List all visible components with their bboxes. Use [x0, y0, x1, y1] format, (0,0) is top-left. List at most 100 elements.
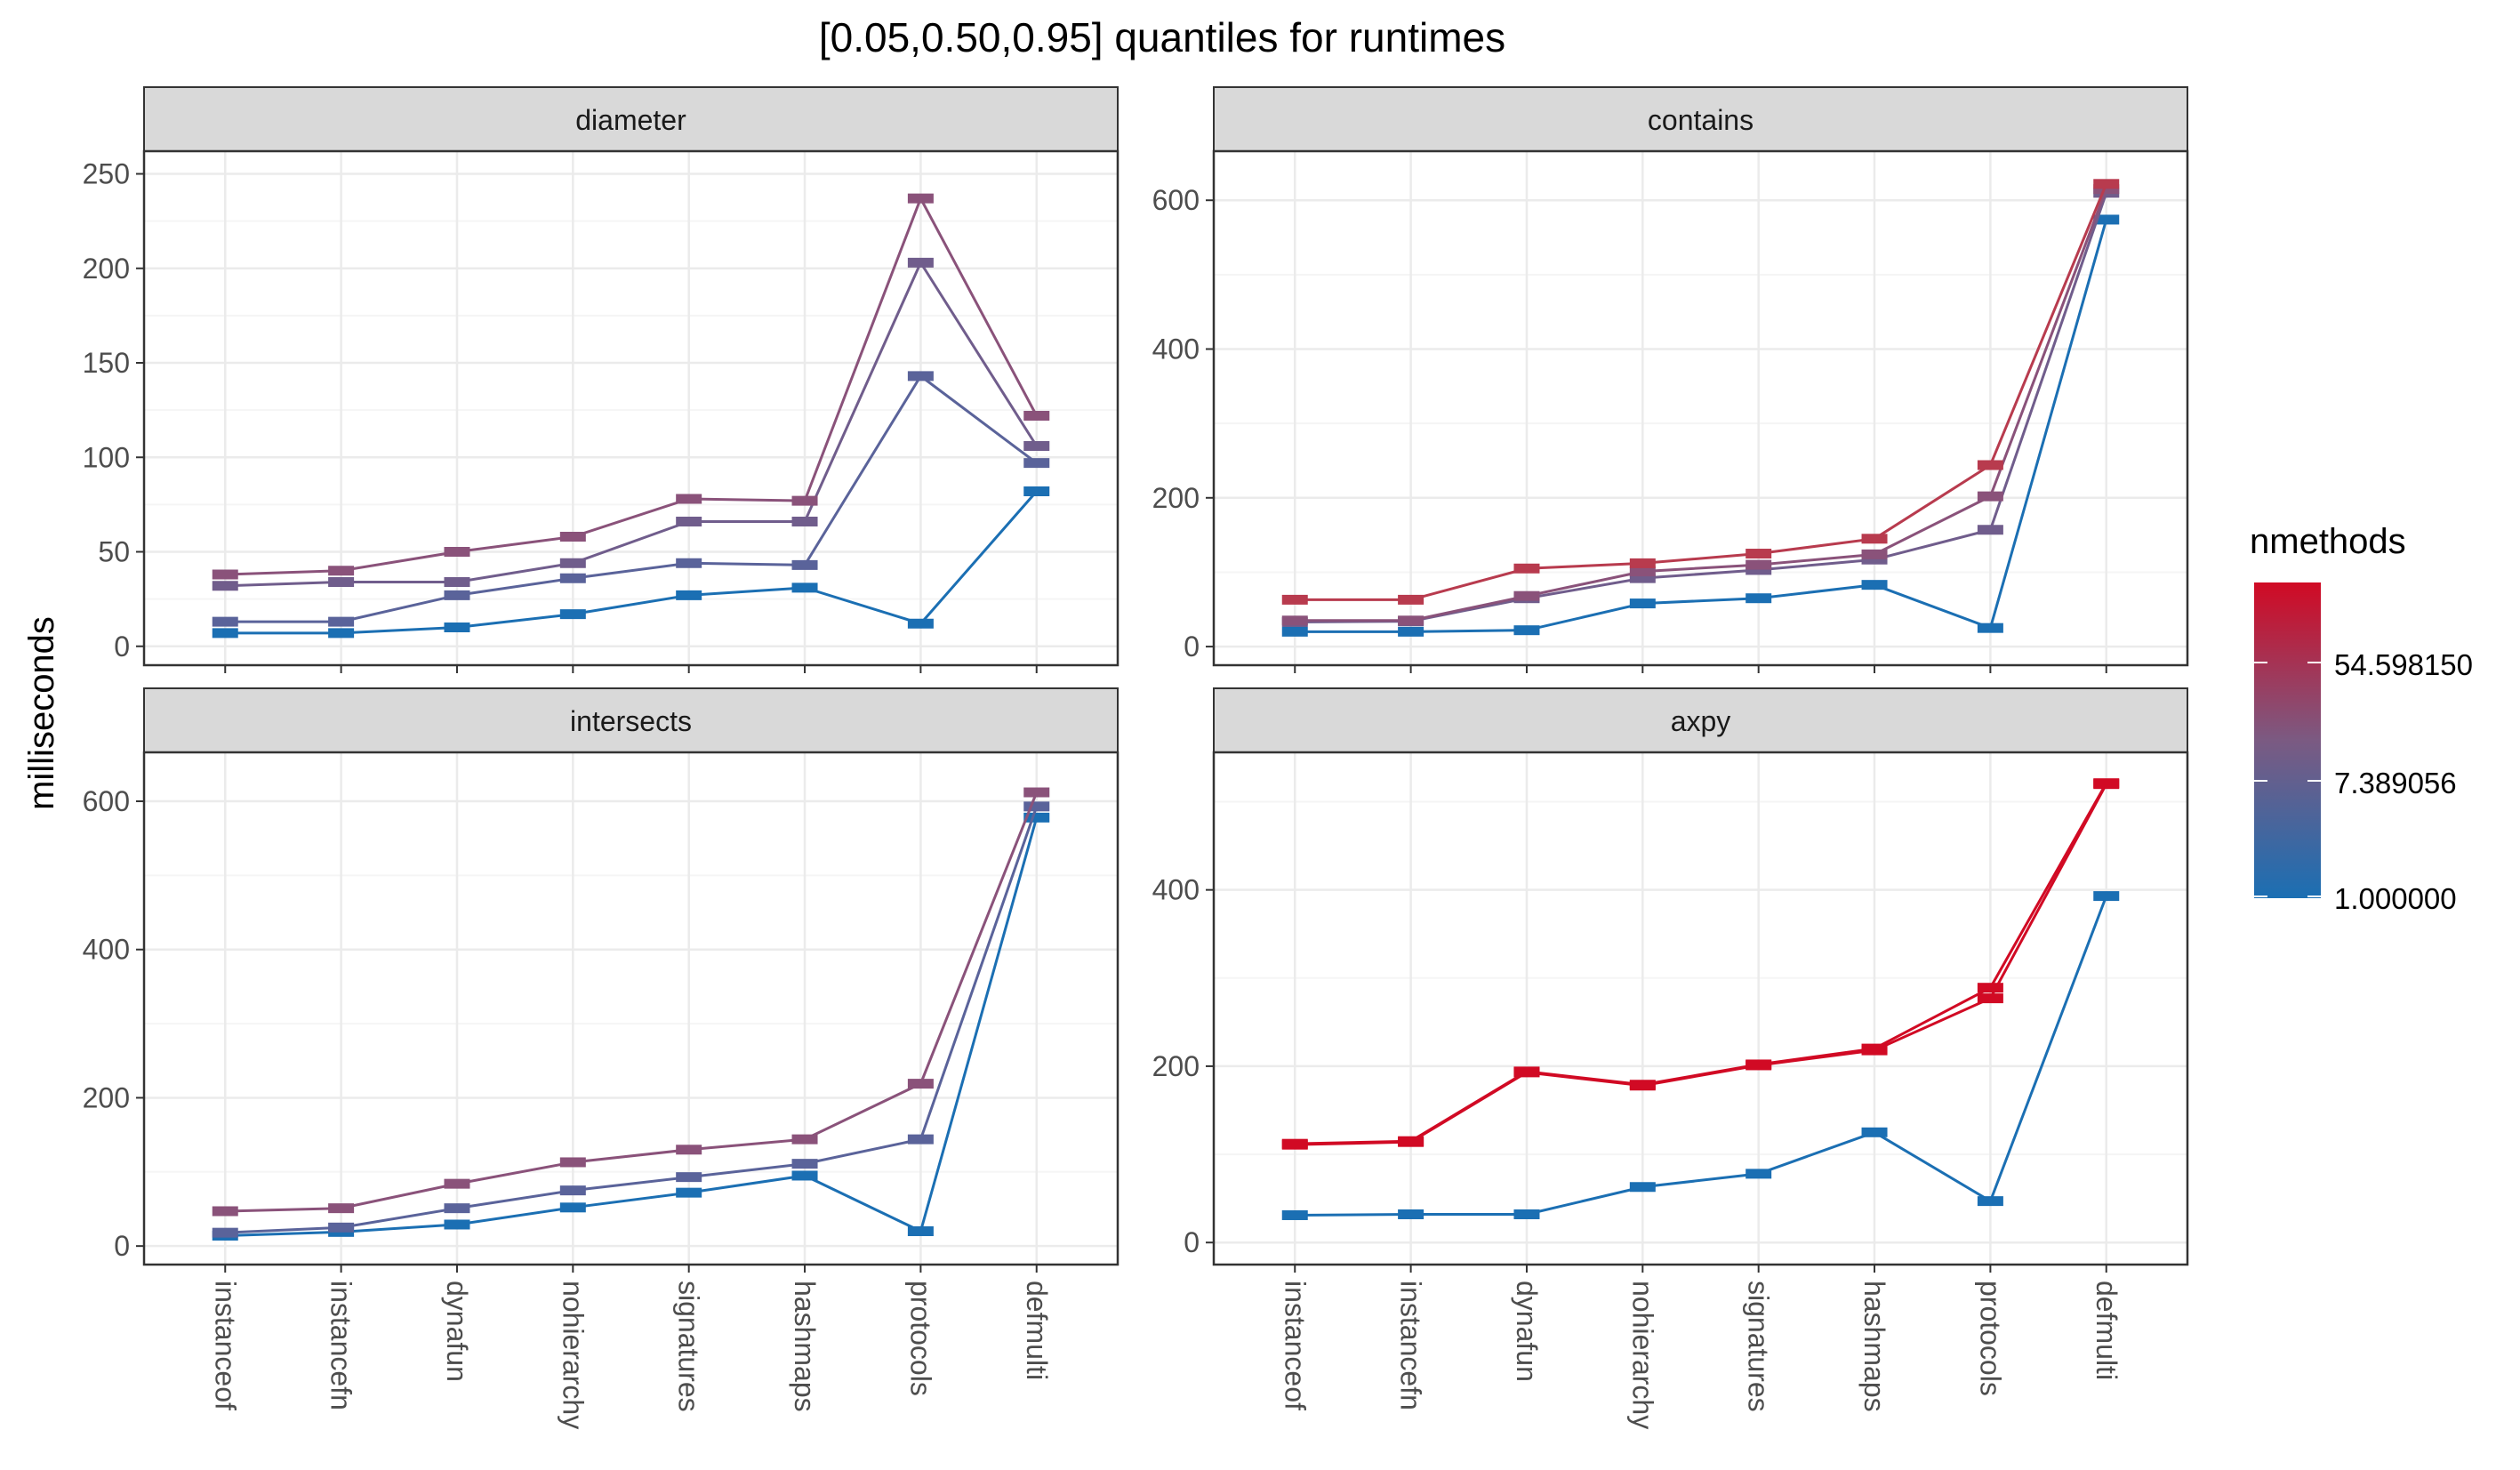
- data-point: [1977, 491, 2003, 502]
- data-point: [328, 1203, 355, 1214]
- data-point: [1629, 1080, 1656, 1090]
- data-point: [1629, 1182, 1656, 1193]
- data-point: [212, 628, 238, 639]
- data-point: [907, 1079, 934, 1089]
- legend: nmethods 54.598150 7.389056 1.000000: [2250, 522, 2473, 915]
- data-point: [2093, 778, 2120, 789]
- data-point: [1398, 1136, 1425, 1146]
- x-tick-label: hashmaps: [789, 1281, 821, 1412]
- data-point: [328, 628, 355, 639]
- data-point: [328, 1222, 355, 1233]
- data-point: [1023, 411, 1050, 421]
- data-point: [1281, 615, 1308, 626]
- data-point: [212, 1227, 238, 1238]
- data-point: [1977, 993, 2003, 1004]
- x-tick-label: defmulti: [1021, 1281, 1053, 1380]
- data-point: [791, 1134, 818, 1145]
- data-point: [1398, 594, 1425, 605]
- data-point: [1746, 1059, 1772, 1070]
- data-point: [444, 1219, 470, 1230]
- panel-border: [1212, 751, 2189, 1266]
- y-tick-label: 50: [98, 536, 130, 568]
- y-tick-label: 150: [83, 347, 130, 379]
- data-point: [1023, 441, 1050, 451]
- data-point: [791, 1159, 818, 1169]
- x-tick-label: instancefn: [1395, 1281, 1427, 1410]
- x-tick-label: instanceof: [1279, 1281, 1311, 1410]
- x-tick-label: instanceof: [209, 1281, 241, 1410]
- y-tick-label: 0: [1184, 1226, 1200, 1258]
- y-axis-label: milliseconds: [22, 616, 61, 810]
- y-tick-label: 250: [83, 158, 130, 190]
- data-point: [1281, 594, 1308, 605]
- data-point: [907, 193, 934, 204]
- data-point: [1023, 486, 1050, 496]
- series-line: [225, 490, 1038, 635]
- data-point: [676, 558, 702, 568]
- data-point: [907, 257, 934, 268]
- y-tick-label: 200: [1152, 1050, 1200, 1082]
- data-point: [1746, 559, 1772, 570]
- data-point: [1746, 1169, 1772, 1179]
- chart-title: [0.05,0.50,0.95] quantiles for runtimes: [819, 14, 1505, 60]
- facet-panel-contains: contains 0 200 400 600: [1152, 86, 2189, 673]
- x-tick-label: dynafun: [1511, 1281, 1543, 1382]
- data-point: [444, 590, 470, 600]
- data-point: [676, 1172, 702, 1183]
- x-tick-label: protocols: [904, 1281, 936, 1396]
- data-point: [907, 1225, 934, 1236]
- series-line: [1295, 896, 2108, 1217]
- data-point: [1861, 1127, 1888, 1137]
- series-line: [225, 791, 1039, 1213]
- data-point: [1746, 593, 1772, 604]
- data-point: [907, 618, 934, 629]
- panel-border: [142, 751, 1120, 1266]
- data-point: [212, 1206, 238, 1217]
- data-point: [1861, 534, 1888, 544]
- legend-label-high: 54.598150: [2334, 648, 2473, 681]
- data-point: [1398, 626, 1425, 637]
- legend-label-mid: 7.389056: [2334, 767, 2457, 799]
- data-point: [907, 1134, 934, 1145]
- data-point: [1513, 1066, 1540, 1077]
- x-tick-label: nohierarchy: [1626, 1281, 1658, 1429]
- panel-border: [142, 149, 1120, 667]
- facet-strip-label: intersects: [570, 705, 692, 737]
- data-point: [791, 495, 818, 506]
- data-point: [328, 577, 355, 587]
- data-point: [1513, 1209, 1540, 1219]
- data-point: [1023, 787, 1050, 798]
- data-point: [1977, 1196, 2003, 1207]
- data-point: [676, 1145, 702, 1155]
- facet-strip-label: contains: [1648, 104, 1754, 136]
- facet-strip-label: axpy: [1671, 705, 1731, 737]
- x-tick-label: defmulti: [2091, 1281, 2123, 1380]
- data-point: [676, 590, 702, 600]
- data-point: [1629, 558, 1656, 568]
- data-point: [1861, 580, 1888, 590]
- data-point: [1977, 525, 2003, 535]
- data-point: [1281, 1209, 1308, 1220]
- data-point: [212, 616, 238, 627]
- data-point: [1629, 598, 1656, 609]
- data-point: [559, 1202, 586, 1213]
- data-point: [444, 623, 470, 632]
- data-point: [676, 517, 702, 526]
- facet-strip: [1213, 86, 2188, 152]
- facet-panels: diameter 0 50 100 150 200 250 contains 0 200 400 60…: [83, 86, 2189, 1429]
- panel-border: [1212, 149, 2189, 667]
- x-tick-label: signatures: [1743, 1281, 1775, 1412]
- data-point: [1023, 801, 1050, 812]
- legend-colorbar: [2254, 582, 2321, 898]
- x-tick-label: nohierarchy: [557, 1281, 589, 1429]
- data-point: [1861, 1043, 1888, 1054]
- data-point: [1023, 812, 1050, 823]
- series-line: [1295, 782, 2108, 1145]
- data-point: [559, 1157, 586, 1168]
- series-line: [225, 260, 1039, 588]
- data-point: [1977, 460, 2003, 470]
- data-point: [791, 517, 818, 526]
- data-point: [1513, 563, 1540, 574]
- data-point: [791, 582, 818, 593]
